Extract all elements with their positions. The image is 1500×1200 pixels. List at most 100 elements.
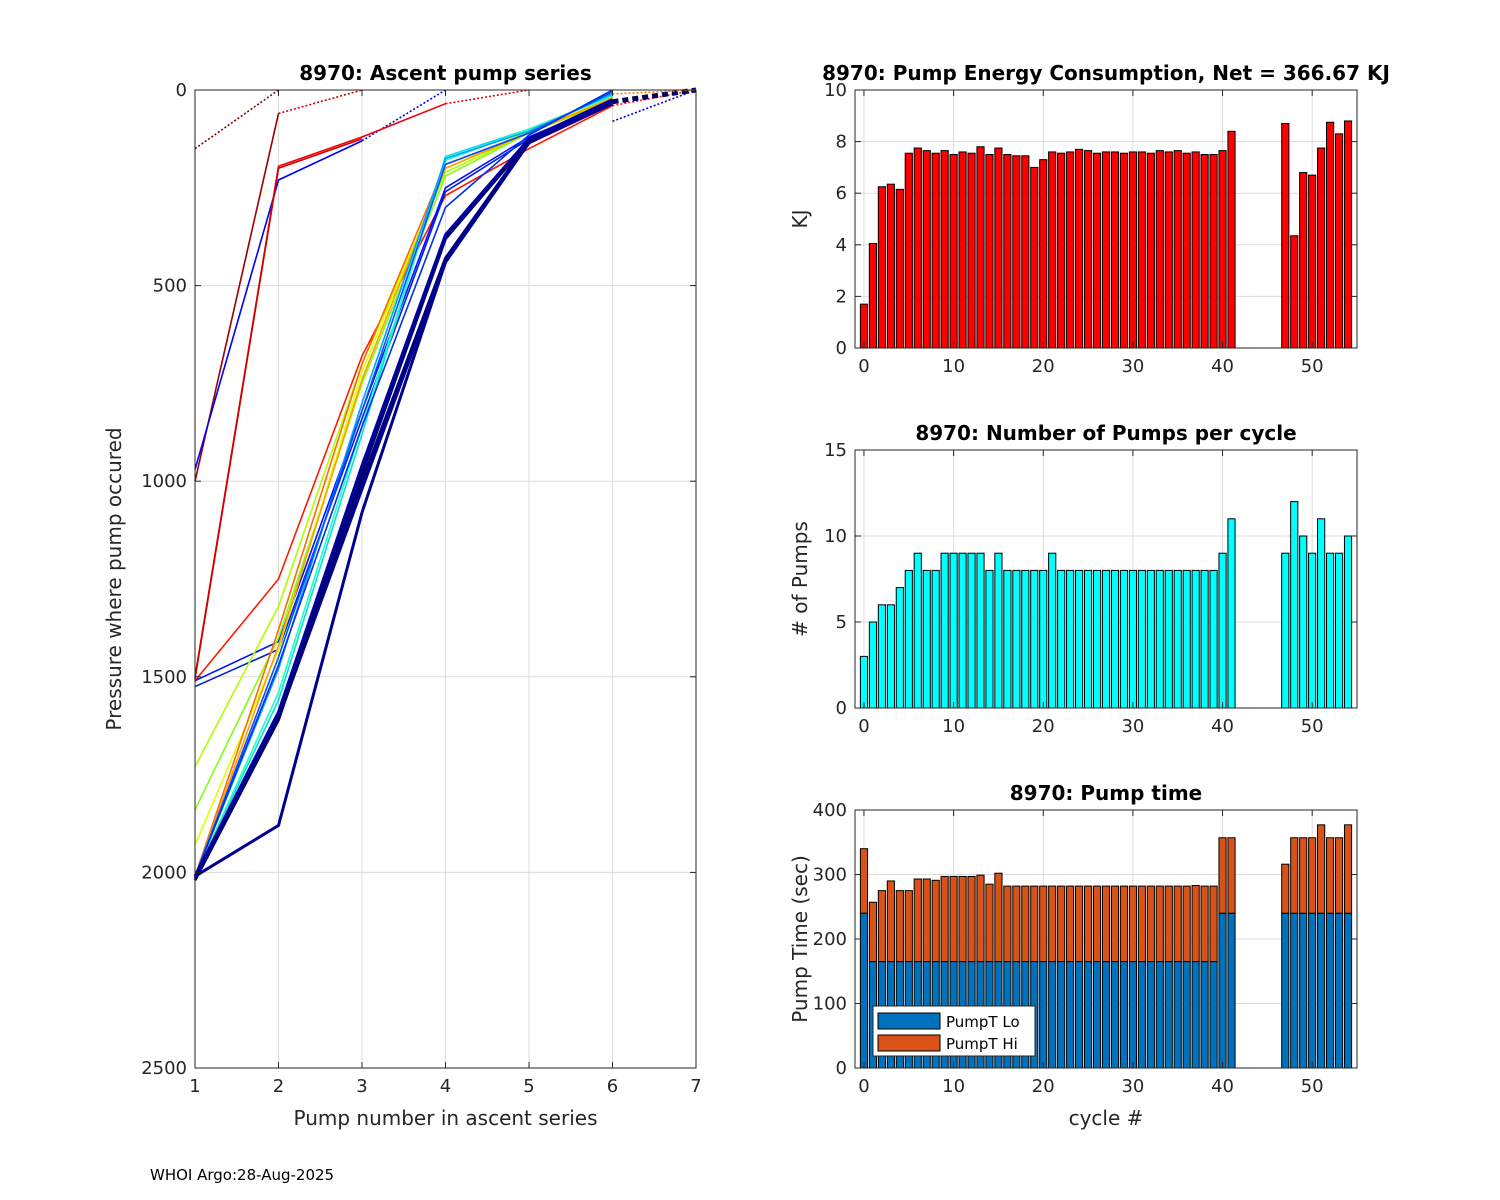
energy-bar bbox=[1030, 166, 1039, 349]
pumptime-bar-hi bbox=[1334, 837, 1344, 914]
ascent-ytick-label: 500 bbox=[153, 276, 187, 297]
pumptime-xlabel: cycle # bbox=[1069, 1106, 1144, 1130]
pumps-bar bbox=[1075, 569, 1084, 709]
energy-bar bbox=[1119, 152, 1129, 349]
pumptime-bar-lo bbox=[1227, 912, 1236, 1069]
energy-bar bbox=[1200, 154, 1209, 349]
pumptime-bar-hi bbox=[931, 879, 940, 963]
pumptime-bar-hi bbox=[913, 878, 922, 963]
pumptime-bar-hi bbox=[1290, 837, 1299, 914]
ascent-series-line bbox=[612, 87, 697, 105]
legend-swatch-lo bbox=[877, 1012, 941, 1030]
energy-bar bbox=[1164, 151, 1173, 349]
pumps-bar bbox=[1066, 569, 1075, 709]
energy-bar bbox=[1083, 150, 1093, 349]
ascent-xtick-label: 2 bbox=[273, 1076, 284, 1097]
pumps-bar bbox=[904, 569, 913, 709]
pumps-ytick-label: 0 bbox=[836, 698, 847, 719]
pumptime-bar-hi bbox=[1048, 885, 1057, 963]
pumps-bar bbox=[1299, 535, 1308, 709]
pumps-bar bbox=[1030, 569, 1039, 709]
pumptime-bar-lo bbox=[1173, 961, 1182, 1069]
pumps-bar bbox=[1326, 552, 1335, 709]
pumptime-bar-hi bbox=[1119, 885, 1129, 963]
ascent-series-line bbox=[445, 89, 530, 105]
pumps-bar bbox=[1182, 569, 1191, 709]
pumptime-bar-hi bbox=[967, 875, 976, 963]
pumps-bar bbox=[1119, 569, 1129, 709]
pumps-bar bbox=[1290, 501, 1299, 709]
pumptime-bar-lo bbox=[1290, 912, 1299, 1069]
pumptime-bar-hi bbox=[1137, 885, 1146, 963]
ascent-series-line bbox=[361, 89, 446, 142]
pumptime-ytick-label: 0 bbox=[836, 1058, 847, 1079]
energy-bar bbox=[1003, 154, 1012, 349]
energy-bar bbox=[913, 147, 922, 349]
energy-bar bbox=[931, 152, 940, 349]
pumptime-bar-hi bbox=[1281, 863, 1290, 914]
energy-bar bbox=[1048, 151, 1057, 349]
pumptime-bar-hi bbox=[976, 874, 985, 963]
pumps-bar bbox=[1218, 552, 1227, 709]
ascent-series-line bbox=[612, 89, 697, 123]
energy-xtick-label: 20 bbox=[1032, 356, 1055, 377]
pumps-bar bbox=[976, 552, 985, 709]
pumptime-bar-hi bbox=[922, 878, 931, 963]
energy-bar bbox=[1326, 121, 1335, 349]
ascent-series-line bbox=[194, 102, 613, 688]
energy-bar bbox=[877, 186, 886, 349]
pumps-bar bbox=[949, 552, 958, 709]
pumptime-bar-lo bbox=[1334, 912, 1344, 1069]
pumps-bar bbox=[967, 552, 976, 709]
energy-bar bbox=[1021, 155, 1030, 349]
pumps-bar bbox=[1191, 569, 1200, 709]
pumptime-bar-hi bbox=[1182, 885, 1191, 963]
pumps-bar bbox=[1334, 552, 1344, 709]
pumptime-bar-hi bbox=[895, 890, 904, 963]
pumptime-bar-hi bbox=[1003, 885, 1012, 963]
pumps-bar bbox=[940, 552, 949, 709]
pumptime-ytick-label: 200 bbox=[813, 929, 847, 950]
energy-bar bbox=[958, 151, 967, 349]
pumps-bar bbox=[1137, 569, 1146, 709]
pumptime-bar-hi bbox=[958, 875, 967, 963]
ascent-ytick-label: 1000 bbox=[141, 471, 187, 492]
pumps-bar bbox=[1308, 552, 1317, 709]
pumptime-bar-hi bbox=[1039, 885, 1048, 963]
pumps-bar bbox=[1317, 518, 1326, 709]
energy-bar bbox=[1308, 174, 1317, 349]
pumps-bar bbox=[1155, 569, 1164, 709]
pumps-bar bbox=[859, 655, 869, 709]
pumps-bar bbox=[868, 621, 878, 709]
energy-ytick-label: 4 bbox=[836, 235, 847, 256]
ascent-series-line bbox=[193, 100, 614, 881]
pumps-xtick-label: 30 bbox=[1121, 716, 1144, 737]
pumptime-bar-hi bbox=[859, 848, 869, 914]
pumps-bar bbox=[1039, 569, 1048, 709]
pumptime-bar-lo bbox=[1110, 961, 1120, 1069]
pumptime-bar-lo bbox=[1218, 912, 1227, 1069]
energy-xtick-label: 30 bbox=[1121, 356, 1144, 377]
energy-bar bbox=[1128, 151, 1137, 349]
energy-bar bbox=[1299, 172, 1308, 349]
pumptime-bar-hi bbox=[1030, 885, 1039, 963]
pumptime-bar-hi bbox=[1075, 885, 1084, 963]
energy-xtick-label: 40 bbox=[1211, 356, 1234, 377]
energy-xtick-label: 0 bbox=[858, 356, 869, 377]
pumptime-xtick-label: 20 bbox=[1032, 1076, 1055, 1097]
energy-bar bbox=[1066, 151, 1075, 349]
pumptime-ytick-label: 100 bbox=[813, 994, 847, 1015]
pumptime-bar-lo bbox=[1308, 912, 1317, 1069]
pumptime-bar-lo bbox=[1281, 912, 1290, 1069]
pumptime-bar-hi bbox=[1021, 885, 1030, 963]
pumptime-ytick-label: 400 bbox=[813, 800, 847, 821]
ascent-series-line bbox=[193, 98, 614, 877]
energy-bar bbox=[895, 188, 904, 349]
pumptime-bar-hi bbox=[1092, 885, 1102, 963]
energy-bar bbox=[1039, 159, 1048, 349]
energy-bar bbox=[1227, 130, 1236, 349]
ascent-title: 8970: Ascent pump series bbox=[299, 61, 592, 85]
pumptime-bar-lo bbox=[1155, 961, 1164, 1069]
energy-bar bbox=[859, 303, 869, 349]
legend-swatch-hi bbox=[877, 1034, 941, 1052]
